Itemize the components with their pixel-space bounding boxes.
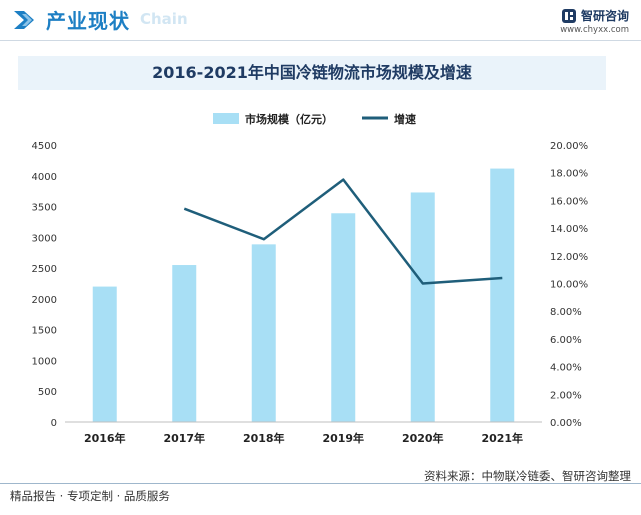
x-tick-label: 2018年 [243,431,285,445]
x-tick-label: 2021年 [481,431,523,445]
y-right-tick-label: 12.00% [550,252,588,263]
x-tick-label: 2017年 [163,431,205,445]
brand-url: www.chyxx.com [560,25,629,35]
y-left-tick-label: 1500 [32,326,57,337]
y-left-tick-label: 4500 [32,141,57,152]
footer-slogan: 精品报告 · 专项定制 · 品质服务 [10,489,170,503]
growth-line [183,178,503,285]
header-watermark: Chain [140,10,188,28]
y-right-tick-label: 20.00% [550,141,588,152]
y-right-tick-label: 6.00% [550,335,582,346]
y-left-tick-label: 2000 [32,295,57,306]
footer-divider [0,483,641,484]
bar-6 [490,168,515,422]
bar-3 [251,244,276,422]
chart: 市场规模（亿元） 增速 0 500 1000 1500 2000 2500 3000 3500 40… [32,112,589,445]
legend-label-line: 增速 [394,112,416,126]
y-left-tick-label: 3000 [32,233,57,244]
y-left-tick-label: 0 [51,418,57,429]
y-right-tick-label: 18.00% [550,169,588,180]
brand-logo-icon [561,8,576,23]
y-right-tick-label: 2.00% [550,390,582,401]
brand: 智研咨询 www.chyxx.com [560,7,629,35]
y-right-tick-label: 14.00% [550,224,588,235]
legend-label-bar: 市场规模（亿元） [245,112,333,126]
x-tick-label: 2019年 [322,431,364,445]
y-right-tick-label: 8.00% [550,307,582,318]
chart-title: 2016-2021年中国冷链物流市场规模及增速 [152,63,472,82]
y-right-tick-label: 10.00% [550,280,588,291]
legend-bar-swatch [213,113,239,124]
bar-5 [410,192,435,422]
brand-name: 智研咨询 [580,9,629,23]
y-left-tick-label: 1000 [32,356,57,367]
y-left-tick-label: 2500 [32,264,57,275]
y-left-tick-label: 4000 [32,172,57,183]
chart-title-box: 2016-2021年中国冷链物流市场规模及增速 [18,56,606,90]
x-tick-label: 2020年 [402,431,444,445]
bar-1 [92,286,117,422]
section-title: 产业现状 [46,9,130,33]
y-right-tick-label: 0.00% [550,418,582,429]
y-right-tick-label: 4.00% [550,363,582,374]
header-divider [0,40,641,41]
x-tick-label: 2016年 [84,431,126,445]
y-left-tick-label: 500 [38,387,57,398]
source-note: 资料来源：中物联冷链委、智研咨询整理 [424,469,631,483]
page-header: 产业现状 Chain 智研咨询 www.chyxx.com [0,0,641,40]
y-right-tick-label: 16.00% [550,196,588,207]
section-chevron-icon [14,11,34,29]
y-left-tick-label: 3500 [32,203,57,214]
bar-2 [172,265,197,422]
bar-4 [331,213,356,422]
